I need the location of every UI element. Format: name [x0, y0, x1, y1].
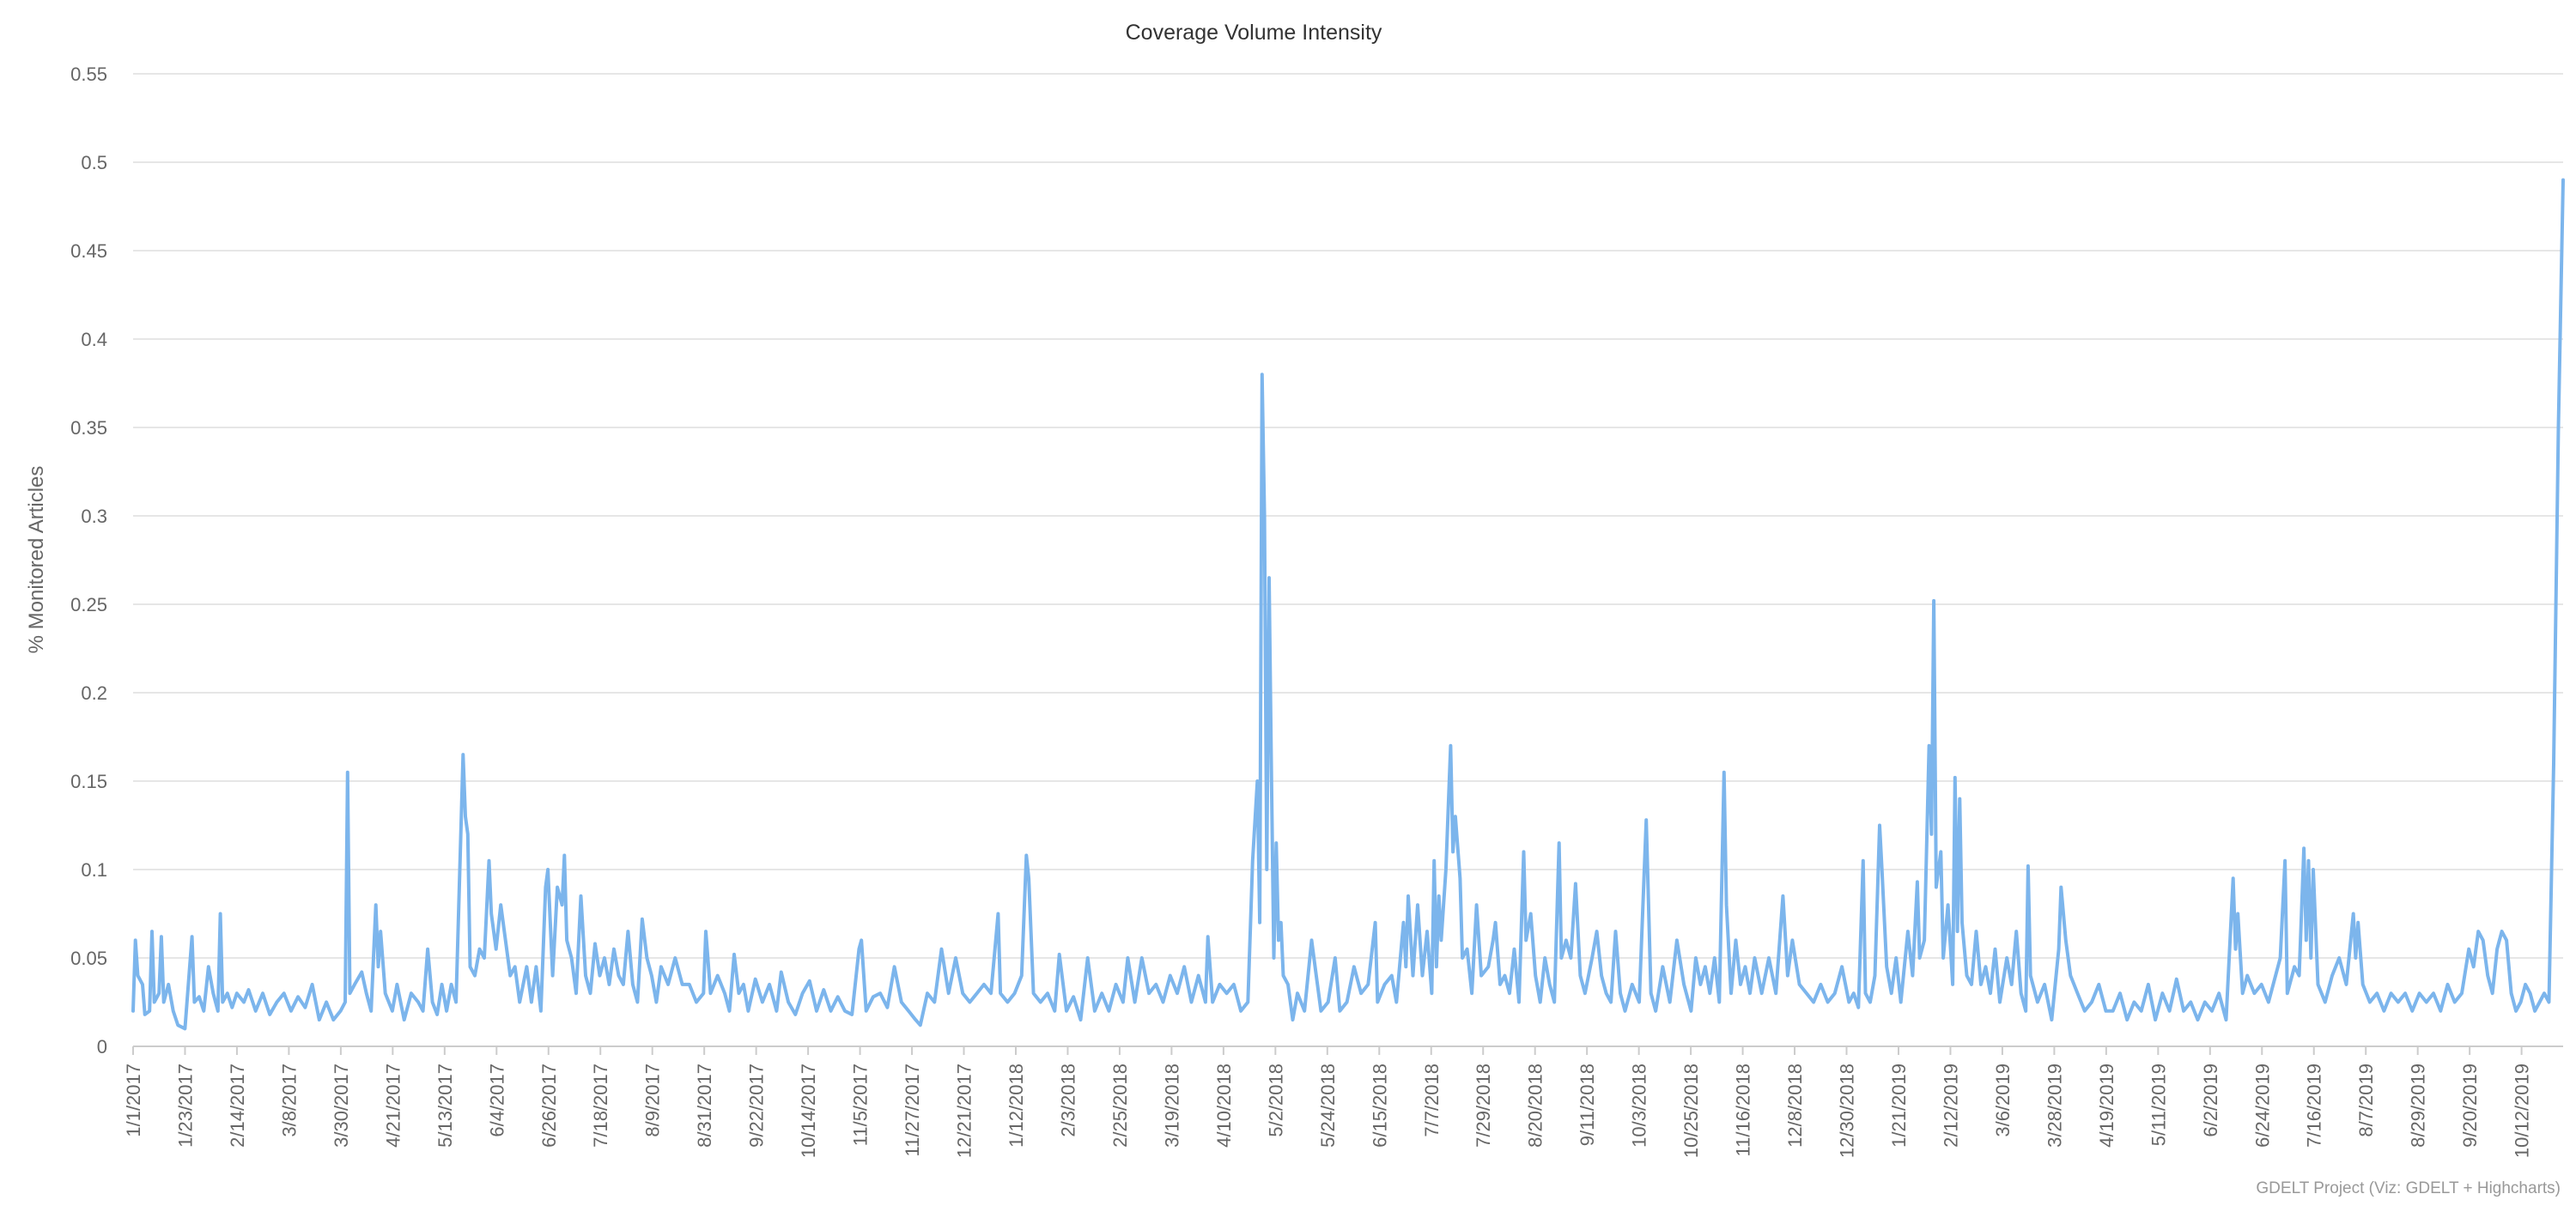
chart-title: Coverage Volume Intensity	[1126, 21, 1382, 45]
y-tick-label: 0.1	[81, 859, 107, 881]
x-tick-label: 4/21/2017	[382, 1064, 404, 1148]
x-tick-label: 8/7/2019	[2355, 1064, 2377, 1137]
y-tick-label: 0.45	[70, 240, 107, 262]
x-tick-label: 6/24/2019	[2251, 1064, 2273, 1148]
x-tick-label: 5/11/2019	[2148, 1064, 2169, 1146]
gridlines	[133, 73, 2563, 959]
y-tick-label: 0.2	[81, 682, 107, 704]
x-tick-label: 1/21/2019	[1888, 1064, 1910, 1148]
y-tick-label: 0.25	[70, 594, 107, 615]
y-tick-label: 0.35	[70, 417, 107, 439]
x-tick-label: 12/8/2018	[1784, 1064, 1806, 1148]
x-tick-label: 11/16/2018	[1733, 1064, 1754, 1156]
x-tick-label: 8/29/2019	[2408, 1064, 2429, 1148]
y-tick-label: 0.15	[70, 771, 107, 792]
x-tick-label: 1/23/2017	[174, 1064, 196, 1148]
x-tick-label: 10/3/2018	[1629, 1064, 1650, 1148]
x-tick-label: 2/3/2018	[1057, 1064, 1078, 1137]
y-tick-label: 0.55	[70, 64, 107, 85]
x-tick-label: 3/8/2017	[278, 1064, 300, 1137]
x-tick-label: 1/12/2018	[1005, 1064, 1027, 1148]
x-tick-label: 6/15/2018	[1369, 1064, 1390, 1148]
x-tick-label: 10/14/2017	[798, 1064, 819, 1158]
x-tick-label: 3/6/2019	[1992, 1064, 2014, 1137]
x-tick-label: 7/29/2018	[1473, 1064, 1494, 1148]
x-tick-label: 7/18/2017	[590, 1064, 611, 1148]
x-tick-label: 2/12/2019	[1940, 1064, 1961, 1148]
x-tick-label: 9/20/2019	[2459, 1064, 2481, 1148]
x-tick-label: 12/30/2018	[1837, 1064, 1858, 1158]
x-tick-label: 5/2/2018	[1265, 1064, 1286, 1137]
y-axis-label: % Monitored Articles	[25, 466, 48, 654]
y-tick-label: 0.05	[70, 948, 107, 969]
x-tick-label: 4/10/2018	[1213, 1064, 1235, 1148]
y-tick-label: 0.4	[81, 329, 107, 350]
y-axis-ticks: 0 0.05 0.1 0.15 0.2 0.25 0.3 0.35 0.4 0.45 0.5 0.55	[70, 64, 107, 1058]
y-tick-label: 0.5	[81, 152, 107, 173]
x-tick-label: 6/4/2017	[486, 1064, 507, 1137]
x-tick-label: 2/25/2018	[1109, 1064, 1131, 1148]
x-tick-label: 6/2/2019	[2200, 1064, 2221, 1137]
series-line[interactable]	[131, 178, 2565, 1031]
x-axis-ticks: 1/1/2017 1/23/2017 2/14/2017 3/8/2017 3/30/2…	[123, 1046, 2533, 1158]
x-tick-label: 5/13/2017	[434, 1064, 456, 1148]
x-tick-label: 7/7/2018	[1421, 1064, 1443, 1137]
x-tick-label: 3/30/2017	[331, 1064, 352, 1148]
y-tick-label: 0.3	[81, 506, 107, 527]
x-tick-label: 6/26/2017	[538, 1064, 560, 1148]
x-tick-label: 12/21/2017	[954, 1064, 975, 1158]
credits-link[interactable]: GDELT Project (Viz: GDELT + Highcharts)	[2256, 1179, 2561, 1197]
x-tick-label: 9/22/2017	[746, 1064, 768, 1148]
x-tick-label: 3/19/2018	[1161, 1064, 1182, 1148]
x-tick-label: 3/28/2019	[2044, 1064, 2065, 1148]
series-group	[131, 178, 2565, 1031]
x-tick-label: 5/24/2018	[1317, 1064, 1339, 1148]
x-tick-label: 9/11/2018	[1577, 1064, 1598, 1146]
x-tick-label: 8/31/2017	[694, 1064, 715, 1148]
x-tick-label: 11/27/2017	[902, 1064, 923, 1156]
x-tick-label: 10/12/2019	[2512, 1064, 2533, 1158]
x-tick-label: 2/14/2017	[227, 1064, 248, 1148]
x-tick-label: 8/20/2018	[1525, 1064, 1546, 1148]
y-tick-label: 0	[97, 1036, 107, 1058]
x-tick-label: 7/16/2019	[2304, 1064, 2325, 1148]
x-tick-label: 10/25/2018	[1680, 1064, 1702, 1158]
x-tick-label: 1/1/2017	[123, 1064, 144, 1137]
x-tick-label: 8/9/2017	[642, 1064, 664, 1137]
x-tick-label: 4/19/2019	[2096, 1064, 2117, 1148]
x-tick-label: 11/5/2017	[850, 1064, 872, 1146]
